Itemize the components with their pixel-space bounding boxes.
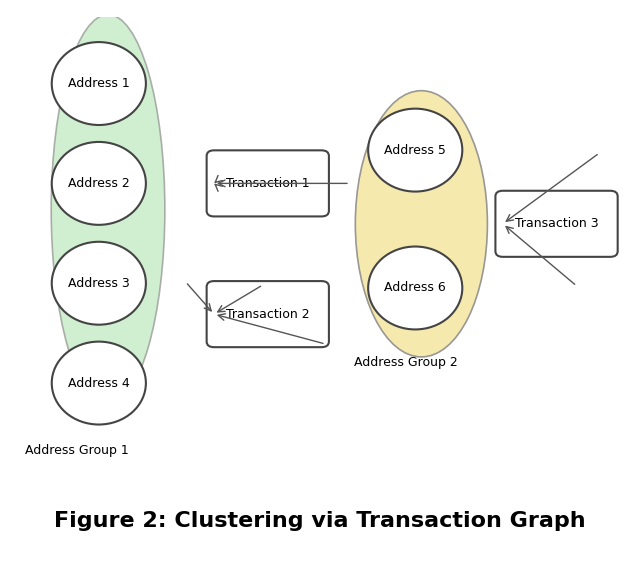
Text: Transaction 3: Transaction 3 xyxy=(515,217,598,230)
Text: Transaction 1: Transaction 1 xyxy=(226,177,310,190)
Ellipse shape xyxy=(368,109,462,191)
Text: Figure 2: Clustering via Transaction Graph: Figure 2: Clustering via Transaction Gra… xyxy=(54,512,586,531)
Text: Address 6: Address 6 xyxy=(385,281,446,294)
Ellipse shape xyxy=(52,42,146,125)
Text: Address 3: Address 3 xyxy=(68,277,130,290)
Text: Address Group 1: Address Group 1 xyxy=(25,444,129,457)
Text: Address 2: Address 2 xyxy=(68,177,130,190)
Ellipse shape xyxy=(52,142,146,225)
Ellipse shape xyxy=(52,242,146,325)
Ellipse shape xyxy=(51,15,165,405)
FancyBboxPatch shape xyxy=(207,151,329,216)
FancyBboxPatch shape xyxy=(207,281,329,347)
Ellipse shape xyxy=(52,342,146,424)
FancyBboxPatch shape xyxy=(495,191,618,257)
Text: Address 1: Address 1 xyxy=(68,77,130,90)
Text: Transaction 2: Transaction 2 xyxy=(226,308,310,320)
Text: Address Group 2: Address Group 2 xyxy=(354,356,458,369)
Text: Address 5: Address 5 xyxy=(384,144,446,157)
Text: Address 4: Address 4 xyxy=(68,376,130,389)
Ellipse shape xyxy=(368,247,462,329)
Ellipse shape xyxy=(355,91,488,357)
